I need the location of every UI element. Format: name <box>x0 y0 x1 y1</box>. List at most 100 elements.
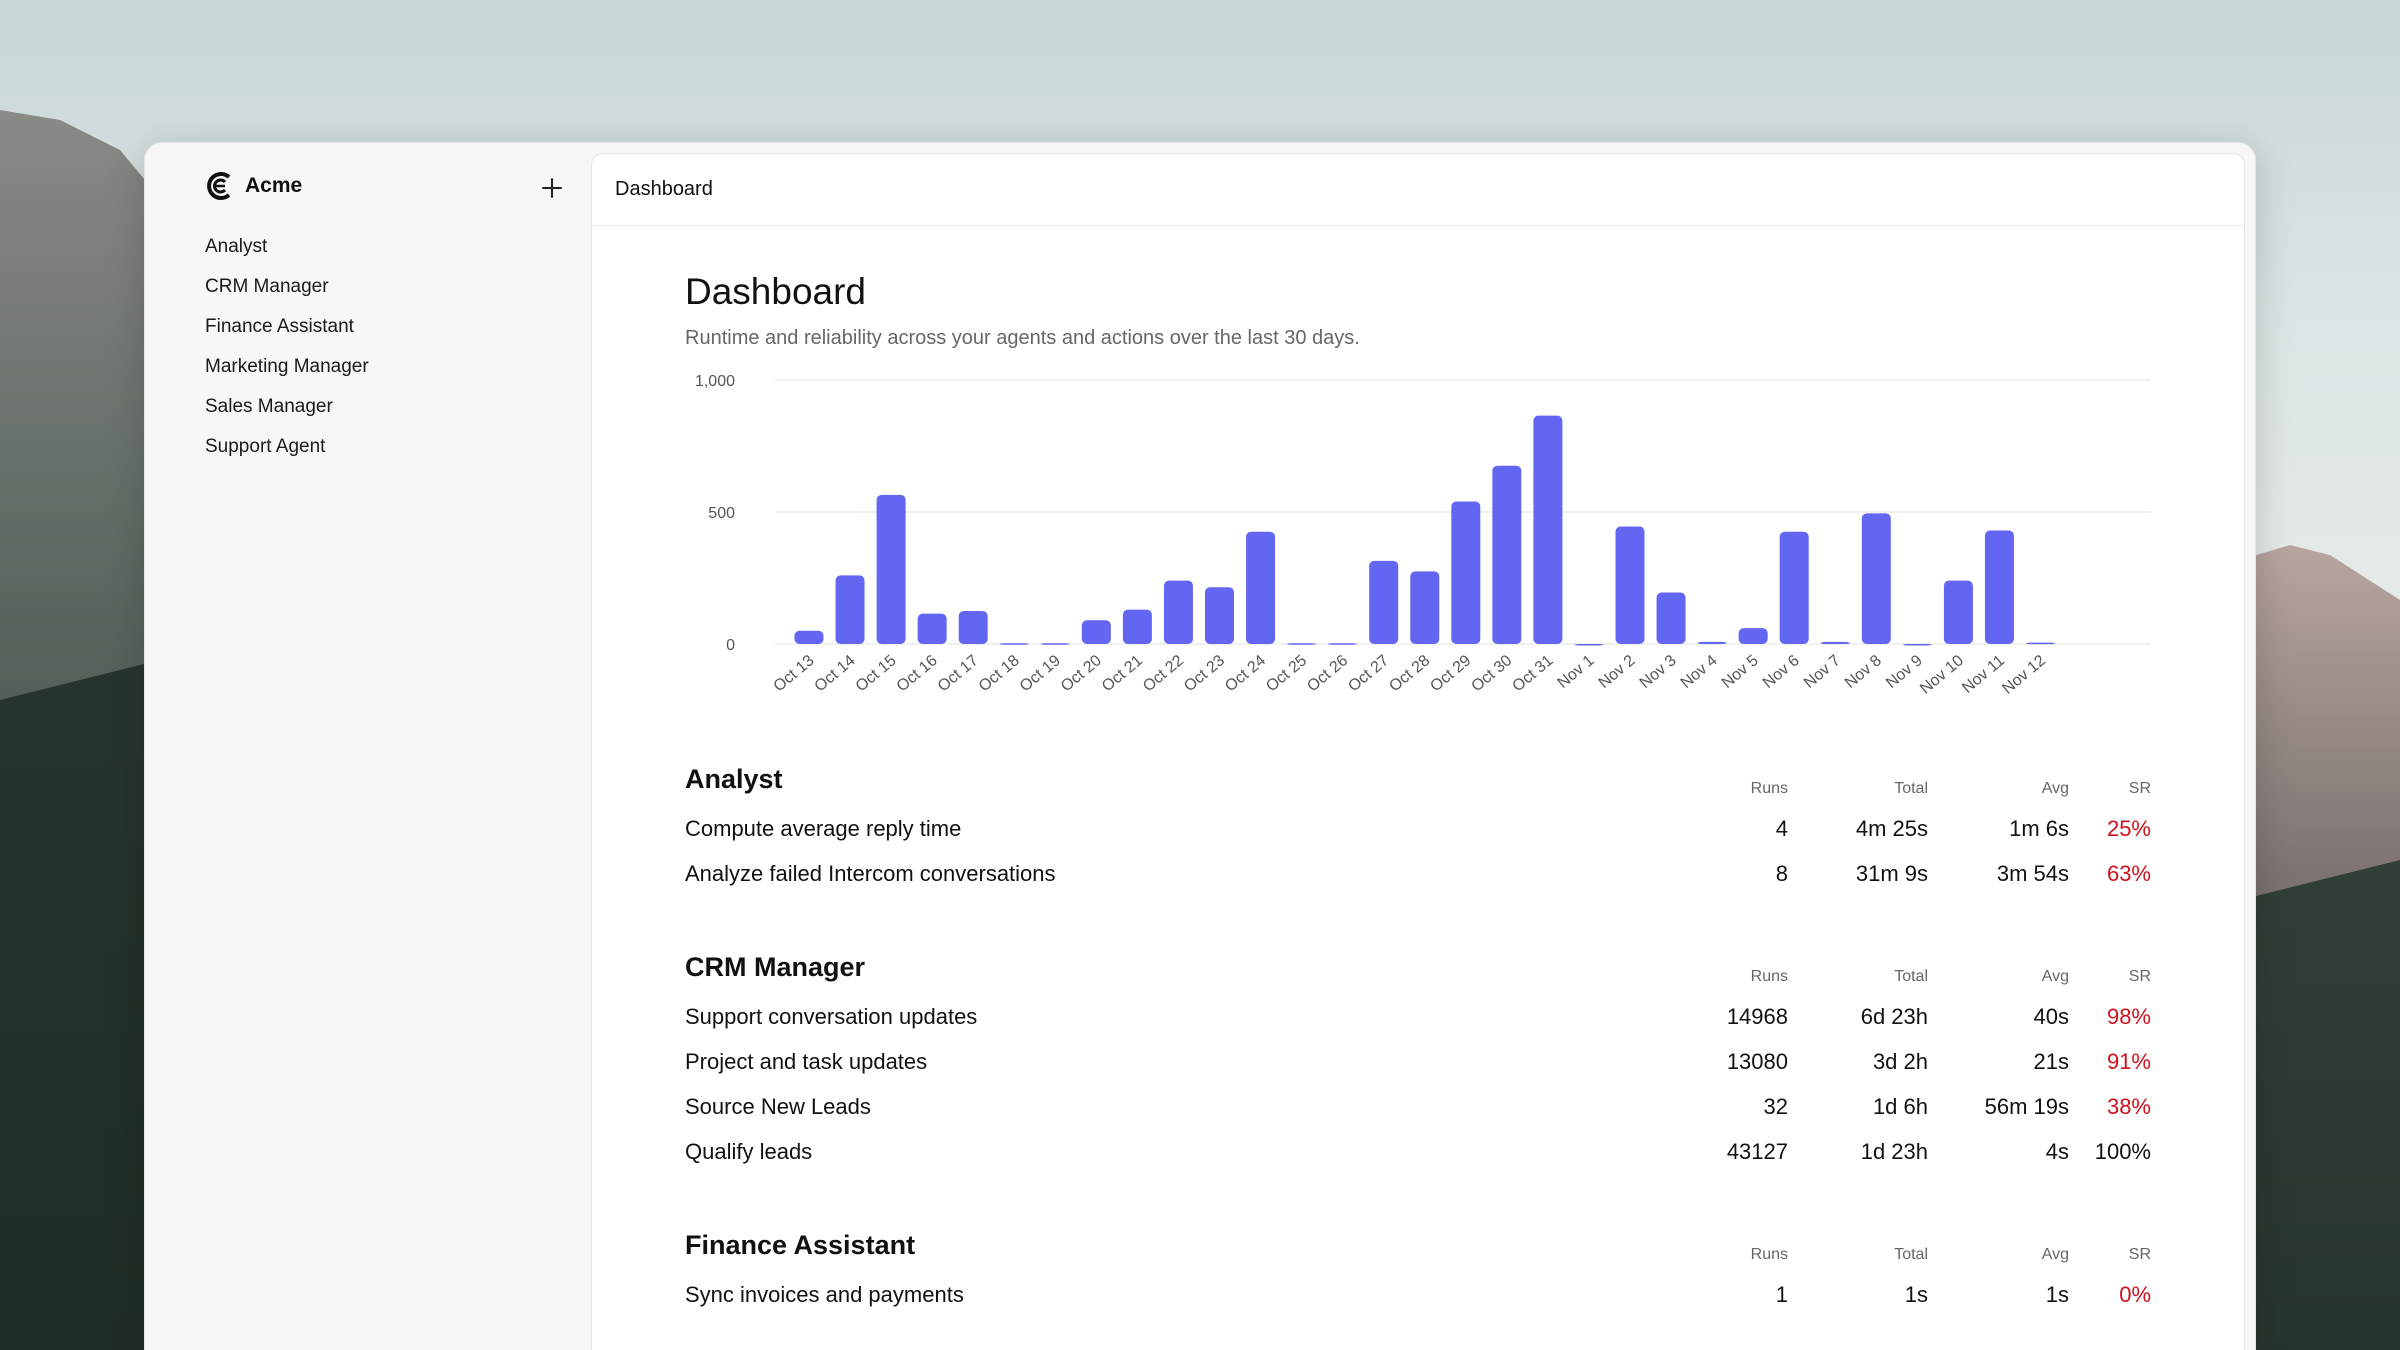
x-tick-label: Oct 22 <box>1140 652 1187 695</box>
action-sr-value: 25% <box>2106 816 2151 841</box>
action-name: Sync invoices and payments <box>685 1282 964 1307</box>
section-title: CRM Manager <box>685 952 866 982</box>
x-tick-label: Nov 11 <box>1959 652 2008 697</box>
action-name: Compute average reply time <box>685 816 962 841</box>
action-row[interactable]: Source New Leads 32 1d 6h 56m 19s 38% <box>685 1090 2151 1135</box>
x-tick-label: Nov 8 <box>1842 652 1885 692</box>
agent-section: Analyst Runs Total Avg SR Compute average rep… <box>685 760 2151 902</box>
sidebar-item-marketing-manager[interactable]: Marketing Manager <box>205 356 369 377</box>
y-tick-label: 0 <box>726 637 735 654</box>
chart-bar <box>1451 501 1481 644</box>
page-title: Dashboard <box>685 271 867 312</box>
sidebar-item-finance-assistant[interactable]: Finance Assistant <box>205 316 354 337</box>
chart-bar <box>1246 531 1276 644</box>
workspace-switcher[interactable]: Acme <box>175 171 561 201</box>
main-panel: Dashboard Dashboard Runtime and reliabil… <box>591 153 2245 1350</box>
action-runs-value: 43127 <box>1726 1139 1788 1164</box>
x-tick-label: Oct 13 <box>771 652 818 695</box>
x-tick-label: Oct 24 <box>1222 652 1269 695</box>
chart-bar <box>1697 641 1727 644</box>
column-header-runs: Runs <box>1750 1246 1788 1263</box>
chart-bar <box>1574 644 1604 646</box>
x-tick-label: Nov 1 <box>1555 652 1598 692</box>
column-header-sr: SR <box>2128 968 2151 985</box>
chart-bar <box>1122 609 1152 644</box>
chart-bar <box>1287 643 1317 645</box>
action-runs-value: 1 <box>1775 1282 1788 1307</box>
chart-bar <box>1533 415 1563 644</box>
action-sr-value: 38% <box>2106 1094 2151 1119</box>
action-total-value: 31m 9s <box>1855 861 1928 886</box>
action-sr-value: 100% <box>2094 1139 2151 1164</box>
runs-bar-chart: 0 500 1,000 Oct 13 Oct 14 Oct 15 Oct 16 Oct 17 O… <box>685 364 2151 724</box>
chart-bar <box>1410 571 1440 644</box>
chart-bar <box>876 494 906 644</box>
chart-bar <box>958 611 988 644</box>
x-tick-label: Oct 31 <box>1509 652 1556 695</box>
chart-bar <box>2026 642 2055 645</box>
sidebar: Acme Analyst CRM Manager Finance Assista… <box>145 143 591 1350</box>
chart-bar <box>1615 526 1645 644</box>
top-bar: Dashboard <box>592 154 2244 226</box>
chart-bar <box>1738 628 1768 644</box>
x-tick-label: Oct 25 <box>1263 652 1310 695</box>
action-avg-value: 40s <box>2033 1004 2069 1029</box>
sidebar-item-sales-manager[interactable]: Sales Manager <box>205 396 333 417</box>
chart-bar <box>1163 580 1193 644</box>
chart-bar <box>1369 560 1399 644</box>
action-name: Source New Leads <box>685 1094 871 1119</box>
action-row[interactable]: Sync invoices and payments 1 1s 1s 0% <box>685 1278 2151 1323</box>
action-avg-value: 4s <box>2045 1139 2069 1164</box>
action-total-value: 1s <box>1904 1282 1928 1307</box>
chart-bar <box>1656 592 1686 644</box>
action-runs-value: 8 <box>1775 861 1788 886</box>
chart-bar <box>835 575 865 644</box>
x-tick-label: Oct 21 <box>1099 652 1146 695</box>
x-tick-label: Oct 26 <box>1304 652 1351 695</box>
add-icon[interactable] <box>539 175 565 201</box>
chart-bar <box>1943 580 1973 644</box>
chart-bar <box>1820 641 1850 644</box>
action-name: Support conversation updates <box>685 1004 978 1029</box>
x-tick-label: Oct 23 <box>1181 652 1228 695</box>
x-tick-label: Oct 19 <box>1017 652 1064 695</box>
x-tick-label: Oct 15 <box>853 652 900 695</box>
x-tick-label: Oct 17 <box>935 652 982 695</box>
dashboard-content: Dashboard Runtime and reliability across… <box>685 226 2151 1323</box>
chart-bar <box>1779 531 1809 644</box>
agent-sections: Analyst Runs Total Avg SR Compute average rep… <box>685 760 2151 1323</box>
action-row[interactable]: Compute average reply time 4 4m 25s 1m 6s 25… <box>685 812 2151 857</box>
sidebar-item-crm-manager[interactable]: CRM Manager <box>205 276 329 297</box>
action-total-value: 6d 23h <box>1860 1004 1928 1029</box>
x-tick-label: Nov 5 <box>1719 652 1762 692</box>
action-sr-value: 63% <box>2106 861 2151 886</box>
sidebar-item-analyst[interactable]: Analyst <box>205 236 268 257</box>
column-header-avg: Avg <box>2041 780 2069 797</box>
app-window: Acme Analyst CRM Manager Finance Assista… <box>144 142 2256 1350</box>
chart-bar <box>794 630 824 644</box>
chart-bar <box>1902 644 1932 646</box>
action-row[interactable]: Analyze failed Intercom conversations 8 31… <box>685 857 2151 902</box>
agent-section: Finance Assistant Runs Total Avg SR Sync invo… <box>685 1226 2151 1323</box>
action-avg-value: 56m 19s <box>1984 1094 2069 1119</box>
chart-bar <box>1861 513 1891 644</box>
action-avg-value: 1m 6s <box>2009 816 2069 841</box>
x-tick-label: Nov 7 <box>1801 652 1844 692</box>
sidebar-item-support-agent[interactable]: Support Agent <box>205 436 326 457</box>
x-tick-label: Nov 12 <box>1999 652 2049 698</box>
chart-bar <box>1328 643 1358 645</box>
action-name: Analyze failed Intercom conversations <box>685 861 1056 886</box>
x-tick-label: Oct 30 <box>1468 652 1515 695</box>
action-total-value: 1d 23h <box>1860 1139 1928 1164</box>
action-runs-value: 4 <box>1775 816 1788 841</box>
action-row[interactable]: Support conversation updates 14968 6d 23h 4… <box>685 1000 2151 1045</box>
action-sr-value: 91% <box>2106 1049 2151 1074</box>
section-header: CRM Manager Runs Total Avg SR <box>685 948 2151 1000</box>
chart-bar <box>1984 530 2014 644</box>
action-row[interactable]: Project and task updates 13080 3d 2h 21s 91% <box>685 1045 2151 1090</box>
action-total-value: 4m 25s <box>1855 816 1928 841</box>
action-row[interactable]: Qualify leads 43127 1d 23h 4s 100% <box>685 1135 2151 1180</box>
workspace-name: Acme <box>245 174 303 197</box>
column-header-runs: Runs <box>1750 780 1788 797</box>
